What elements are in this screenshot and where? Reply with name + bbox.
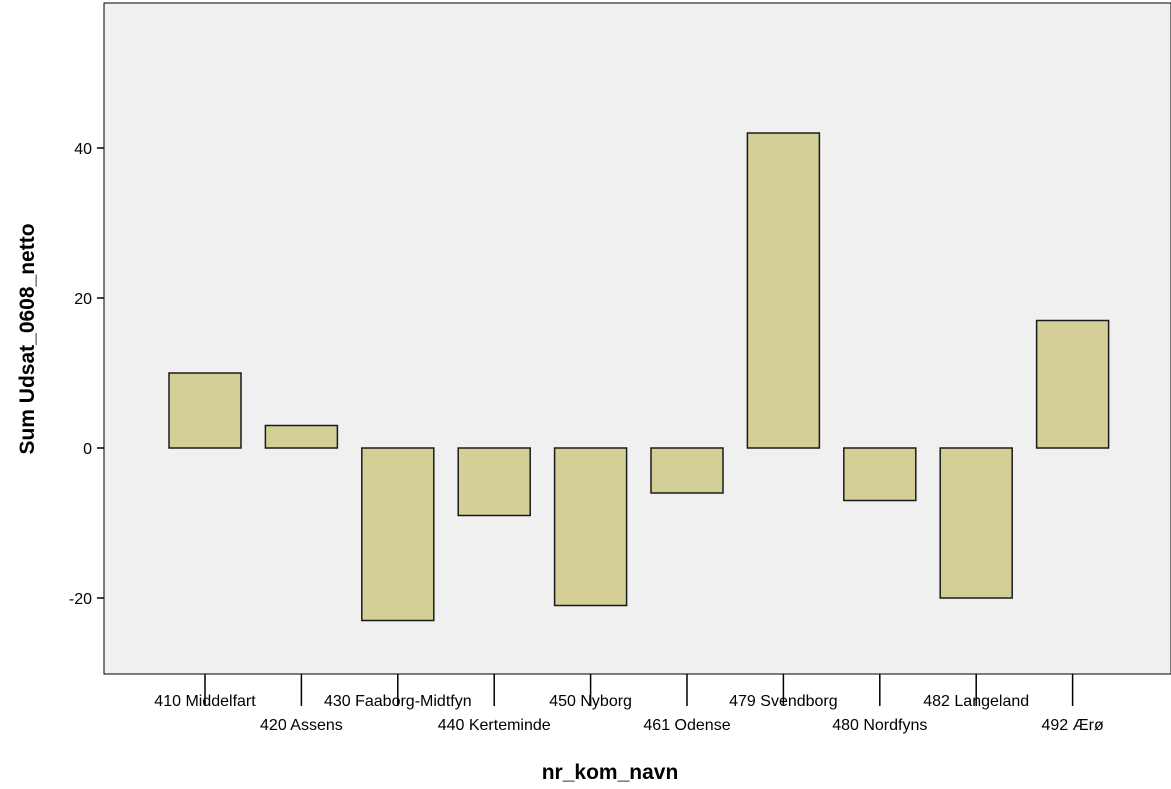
x-tick-label: 450 Nyborg bbox=[549, 693, 632, 710]
x-tick-label: 480 Nordfyns bbox=[832, 717, 927, 734]
x-tick-label: 482 Langeland bbox=[923, 693, 1029, 710]
bar bbox=[650, 447, 724, 494]
y-tick-label: -20 bbox=[69, 591, 92, 608]
x-tick-label: 492 Ærø bbox=[1041, 717, 1103, 734]
x-tick-label: 420 Assens bbox=[260, 717, 343, 734]
x-tick-label: 479 Svendborg bbox=[729, 693, 838, 710]
bar bbox=[553, 447, 628, 607]
bars-group bbox=[168, 132, 1110, 622]
y-tick-label: 0 bbox=[83, 441, 92, 458]
bar bbox=[939, 447, 1013, 599]
y-axis-title: Sum Udsat_0608_netto bbox=[16, 223, 39, 454]
x-tick-label: 440 Kerteminde bbox=[438, 717, 551, 734]
x-axis-title: nr_kom_navn bbox=[542, 761, 679, 784]
bar bbox=[746, 132, 821, 449]
bar bbox=[843, 447, 917, 502]
y-tick-label: 20 bbox=[74, 291, 92, 308]
y-tick-label: 40 bbox=[74, 141, 92, 158]
bar bbox=[168, 372, 242, 449]
bar bbox=[361, 447, 435, 622]
x-tick-label: 461 Odense bbox=[643, 717, 730, 734]
y-axis: -20 0 20 40 bbox=[69, 141, 104, 608]
bar bbox=[264, 424, 339, 449]
bar bbox=[1035, 319, 1110, 449]
x-tick-label: 430 Faaborg-Midtfyn bbox=[324, 693, 472, 710]
x-tick-label: 410 Middelfart bbox=[154, 693, 256, 710]
bar bbox=[457, 447, 531, 517]
